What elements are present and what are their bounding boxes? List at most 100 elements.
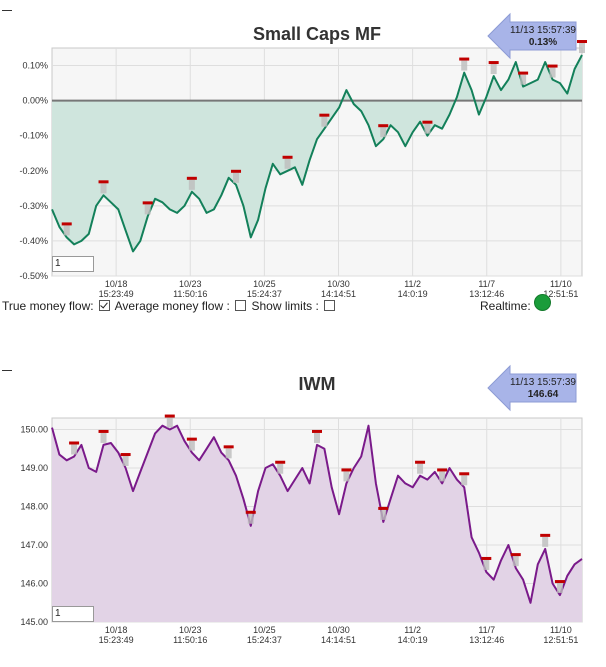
period-input[interactable]: 1 [52, 606, 94, 622]
marker-shadow [512, 556, 519, 567]
signal-marker [488, 61, 499, 65]
y-tick-label: -0.10% [19, 131, 48, 141]
marker-shadow [461, 60, 468, 71]
signal-marker [459, 57, 470, 61]
signal-marker [69, 441, 80, 445]
signal-marker [540, 533, 551, 537]
marker-shadow [100, 183, 107, 194]
signal-marker [98, 429, 109, 433]
true-money-flow-checkbox[interactable] [98, 300, 110, 311]
realtime-indicator-icon[interactable] [534, 294, 551, 311]
x-tick-time: 14:0:19 [398, 289, 428, 299]
y-tick-label: 148.00 [20, 502, 48, 512]
marker-shadow [166, 417, 173, 428]
marker-shadow [321, 116, 328, 127]
x-tick-date: 10/23 [179, 279, 202, 289]
x-tick-date: 11/10 [550, 625, 572, 635]
last-value-arrow [487, 12, 577, 60]
iwm-chart: IWM 150.00 149.00 148.00 147.00 146.00 145.00 1… [20, 364, 583, 645]
y-tick-label: 0.10% [22, 61, 48, 71]
series-line [51, 54, 583, 253]
panel-menu-dash[interactable] [2, 10, 12, 11]
x-tick-time: 14:14:51 [321, 289, 356, 299]
average-money-flow-checkbox[interactable] [235, 300, 247, 311]
marker-shadow [556, 583, 563, 594]
signal-marker [319, 113, 330, 117]
y-tick-label: 147.00 [20, 540, 48, 550]
x-tick-date: 11/10 [550, 279, 572, 289]
signal-marker [510, 553, 521, 557]
marker-shadow [549, 67, 556, 78]
signal-marker [120, 453, 131, 457]
signal-marker [437, 468, 448, 472]
period-input[interactable]: 1 [52, 256, 94, 272]
x-tick-date: 10/25 [253, 279, 276, 289]
y-tick-label: 0.00% [22, 96, 48, 106]
chart-title: IWM [299, 374, 336, 394]
series-line [51, 424, 583, 604]
x-tick-time: 15:24:37 [247, 635, 282, 645]
marker-shadow [188, 179, 195, 190]
y-tick-label: 150.00 [20, 425, 48, 435]
marker-shadow [542, 536, 549, 547]
signal-marker [459, 472, 470, 476]
series-area [52, 55, 582, 252]
y-tick-label: -0.30% [19, 201, 48, 211]
marker-shadow [483, 559, 490, 570]
signal-marker [275, 460, 286, 464]
chart-title: Small Caps MF [253, 24, 381, 44]
signal-marker [577, 40, 587, 44]
y-tick-label: -0.20% [19, 166, 48, 176]
marker-shadow [63, 225, 70, 236]
last-value-time: 11/13 15:57:39 [510, 25, 576, 36]
x-tick-date: 10/18 [105, 625, 128, 635]
signal-marker [415, 460, 426, 464]
signal-marker [547, 64, 558, 68]
x-tick-time: 12:51:51 [543, 635, 578, 645]
x-tick-time: 13:12:46 [469, 289, 504, 299]
money-flow-panel: Small Caps MF 0.10% 0.00% -0.10% -0.20% -0.30… [0, 0, 606, 330]
signal-marker [223, 445, 234, 449]
x-tick-time: 14:0:19 [398, 635, 428, 645]
marker-shadow [247, 513, 254, 524]
x-tick-date: 10/30 [327, 279, 350, 289]
x-tick-date: 11/2 [404, 279, 421, 289]
marker-shadow [343, 471, 350, 482]
signal-marker [341, 468, 352, 472]
signal-marker [245, 510, 256, 514]
marker-shadow [233, 172, 240, 183]
signal-marker [98, 180, 109, 184]
marker-shadow [277, 463, 284, 474]
marker-shadow [71, 444, 78, 455]
x-tick-time: 14:14:51 [321, 635, 356, 645]
marker-shadow [417, 463, 424, 474]
marker-shadow [490, 64, 497, 75]
marker-shadow [284, 158, 291, 169]
realtime-label: Realtime: [480, 299, 531, 313]
y-tick-label: -0.40% [19, 236, 48, 246]
true-money-flow-label: True money flow: [2, 299, 94, 313]
x-tick-date: 11/7 [478, 279, 495, 289]
marker-shadow [225, 448, 232, 459]
last-value: 146.64 [528, 389, 559, 400]
marker-shadow [461, 475, 468, 486]
x-tick-time: 11:50:16 [173, 289, 207, 299]
show-limits-label: Show limits : [251, 299, 319, 313]
marker-shadow [188, 440, 195, 451]
money-flow-chart: Small Caps MF 0.10% 0.00% -0.10% -0.20% -0.30… [19, 12, 587, 299]
x-tick-date: 11/7 [478, 625, 495, 635]
signal-marker [164, 414, 175, 418]
x-tick-time: 15:23:49 [99, 635, 134, 645]
x-tick-time: 12:51:51 [543, 289, 578, 299]
signal-marker [554, 580, 565, 584]
last-value-arrow [487, 364, 577, 412]
signal-marker [186, 176, 197, 180]
signal-marker [378, 124, 389, 128]
x-tick-date: 10/23 [179, 625, 202, 635]
panel-menu-dash[interactable] [2, 370, 12, 371]
show-limits-checkbox[interactable] [324, 300, 336, 311]
signal-marker [61, 222, 72, 226]
signal-marker [186, 437, 197, 441]
signal-marker [481, 556, 492, 560]
marker-shadow [439, 471, 446, 482]
